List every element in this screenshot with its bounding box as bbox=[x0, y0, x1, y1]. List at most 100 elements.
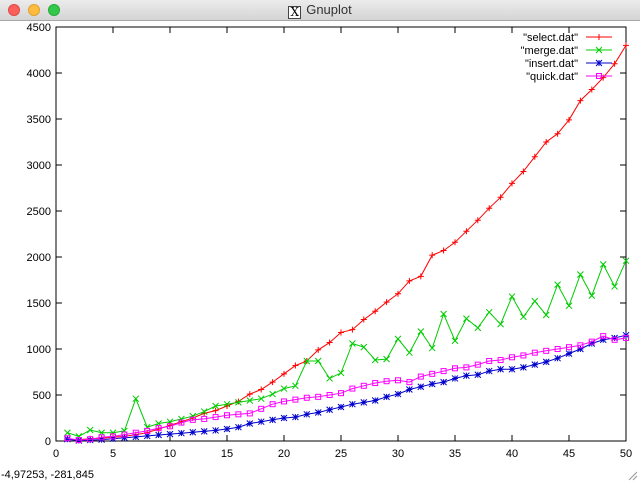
legend-marker-0 bbox=[596, 34, 602, 40]
minimize-button[interactable] bbox=[28, 4, 40, 16]
data-point-series-1 bbox=[64, 429, 71, 437]
y-tick-label: 500 bbox=[33, 390, 51, 402]
data-point-series-0 bbox=[338, 329, 344, 336]
data-point-series-1 bbox=[474, 324, 482, 332]
data-point-series-3 bbox=[383, 378, 390, 385]
data-point-series-2 bbox=[132, 433, 140, 441]
data-point-series-2 bbox=[451, 375, 459, 382]
data-point-series-0 bbox=[554, 130, 561, 137]
data-point-series-1 bbox=[200, 408, 208, 415]
data-point-series-1 bbox=[326, 375, 333, 382]
data-point-series-2 bbox=[292, 413, 299, 421]
data-point-series-0 bbox=[543, 139, 550, 145]
legend-label: "select.dat" bbox=[523, 32, 578, 44]
data-point-series-3 bbox=[110, 433, 116, 440]
legend-label: "insert.dat" bbox=[525, 58, 578, 70]
data-point-series-2 bbox=[337, 403, 345, 411]
data-point-series-2 bbox=[463, 372, 470, 380]
data-point-series-0 bbox=[326, 339, 333, 346]
data-point-series-3 bbox=[611, 336, 618, 343]
data-point-series-1 bbox=[303, 357, 311, 365]
data-point-series-0 bbox=[360, 316, 367, 323]
data-point-series-2 bbox=[599, 336, 607, 344]
data-point-series-0 bbox=[258, 386, 265, 393]
data-point-series-1 bbox=[508, 293, 516, 300]
data-point-series-3 bbox=[235, 411, 242, 418]
data-point-series-3 bbox=[326, 392, 333, 398]
resize-grip-icon[interactable] bbox=[628, 471, 638, 481]
data-point-series-3 bbox=[463, 364, 470, 371]
data-point-series-0 bbox=[520, 168, 527, 175]
zoom-button[interactable] bbox=[48, 4, 60, 16]
data-point-series-1 bbox=[406, 349, 413, 357]
data-point-series-0 bbox=[269, 379, 276, 386]
data-point-series-0 bbox=[497, 194, 504, 201]
data-point-series-2 bbox=[200, 427, 208, 435]
data-point-series-2 bbox=[531, 361, 539, 368]
data-point-series-3 bbox=[132, 429, 139, 436]
series-line-0 bbox=[67, 45, 627, 441]
data-point-series-2 bbox=[223, 425, 231, 433]
window-title: Gnuplot bbox=[306, 2, 352, 17]
data-point-series-3 bbox=[75, 437, 82, 444]
y-tick-label: 3500 bbox=[27, 114, 51, 126]
y-tick-label: 2500 bbox=[27, 206, 51, 218]
plot-canvas[interactable]: 0 500 1000 1500 2000 2500 3000 3500 4000 4500 0 5 10… bbox=[0, 21, 640, 469]
data-point-series-3 bbox=[144, 427, 151, 434]
x11-icon: X bbox=[288, 6, 302, 19]
data-point-series-0 bbox=[577, 97, 584, 104]
data-point-series-3 bbox=[520, 352, 527, 359]
legend-label: "quick.dat" bbox=[526, 71, 578, 83]
y-tick-label: 4500 bbox=[27, 22, 51, 34]
data-point-series-2 bbox=[86, 436, 94, 444]
data-point-series-3 bbox=[64, 435, 71, 442]
data-point-series-1 bbox=[520, 313, 527, 321]
data-point-series-1 bbox=[451, 337, 459, 345]
y-tick-label: 1500 bbox=[27, 298, 51, 310]
data-point-series-2 bbox=[280, 414, 288, 422]
data-point-series-0 bbox=[383, 299, 390, 306]
data-point-series-1 bbox=[212, 402, 219, 410]
data-point-series-1 bbox=[611, 283, 618, 290]
data-point-series-1 bbox=[223, 400, 231, 408]
data-point-series-0 bbox=[486, 205, 493, 212]
legend-label: "merge.dat" bbox=[521, 45, 578, 57]
data-point-series-3 bbox=[531, 349, 538, 356]
data-point-series-3 bbox=[554, 346, 561, 352]
data-point-series-1 bbox=[497, 320, 504, 328]
data-point-series-0 bbox=[395, 290, 401, 297]
close-button[interactable] bbox=[8, 4, 20, 16]
title-bar[interactable]: X Gnuplot bbox=[0, 0, 640, 21]
data-point-series-2 bbox=[520, 364, 527, 371]
data-point-series-3 bbox=[269, 401, 276, 408]
data-point-series-0 bbox=[315, 346, 322, 353]
data-point-series-2 bbox=[269, 416, 276, 424]
data-point-series-3 bbox=[349, 385, 356, 392]
data-point-series-3 bbox=[577, 342, 584, 349]
data-point-series-3 bbox=[121, 431, 128, 438]
data-point-series-1 bbox=[132, 395, 140, 403]
data-point-series-2 bbox=[440, 378, 447, 386]
x-tick-label: 0 bbox=[53, 448, 59, 460]
data-point-series-2 bbox=[542, 358, 550, 366]
data-point-series-0 bbox=[463, 228, 470, 235]
data-point-series-1 bbox=[542, 311, 550, 319]
data-point-series-3 bbox=[372, 380, 379, 387]
data-point-series-3 bbox=[406, 379, 413, 386]
data-point-series-1 bbox=[463, 315, 470, 322]
data-point-series-1 bbox=[86, 426, 94, 434]
data-point-series-2 bbox=[326, 406, 333, 414]
data-point-series-3 bbox=[178, 419, 185, 426]
data-point-series-0 bbox=[440, 247, 447, 254]
data-point-series-3 bbox=[201, 415, 208, 422]
data-point-series-2 bbox=[417, 383, 425, 391]
data-point-series-3 bbox=[543, 347, 550, 354]
data-point-series-1 bbox=[383, 355, 390, 363]
data-point-series-1 bbox=[577, 271, 584, 278]
data-point-series-2 bbox=[577, 345, 584, 353]
data-point-series-2 bbox=[303, 410, 311, 418]
data-point-series-3 bbox=[600, 333, 607, 340]
y-tick-label: 1000 bbox=[27, 344, 51, 356]
x-tick-label: 10 bbox=[164, 448, 176, 460]
series-line-1 bbox=[67, 260, 627, 437]
